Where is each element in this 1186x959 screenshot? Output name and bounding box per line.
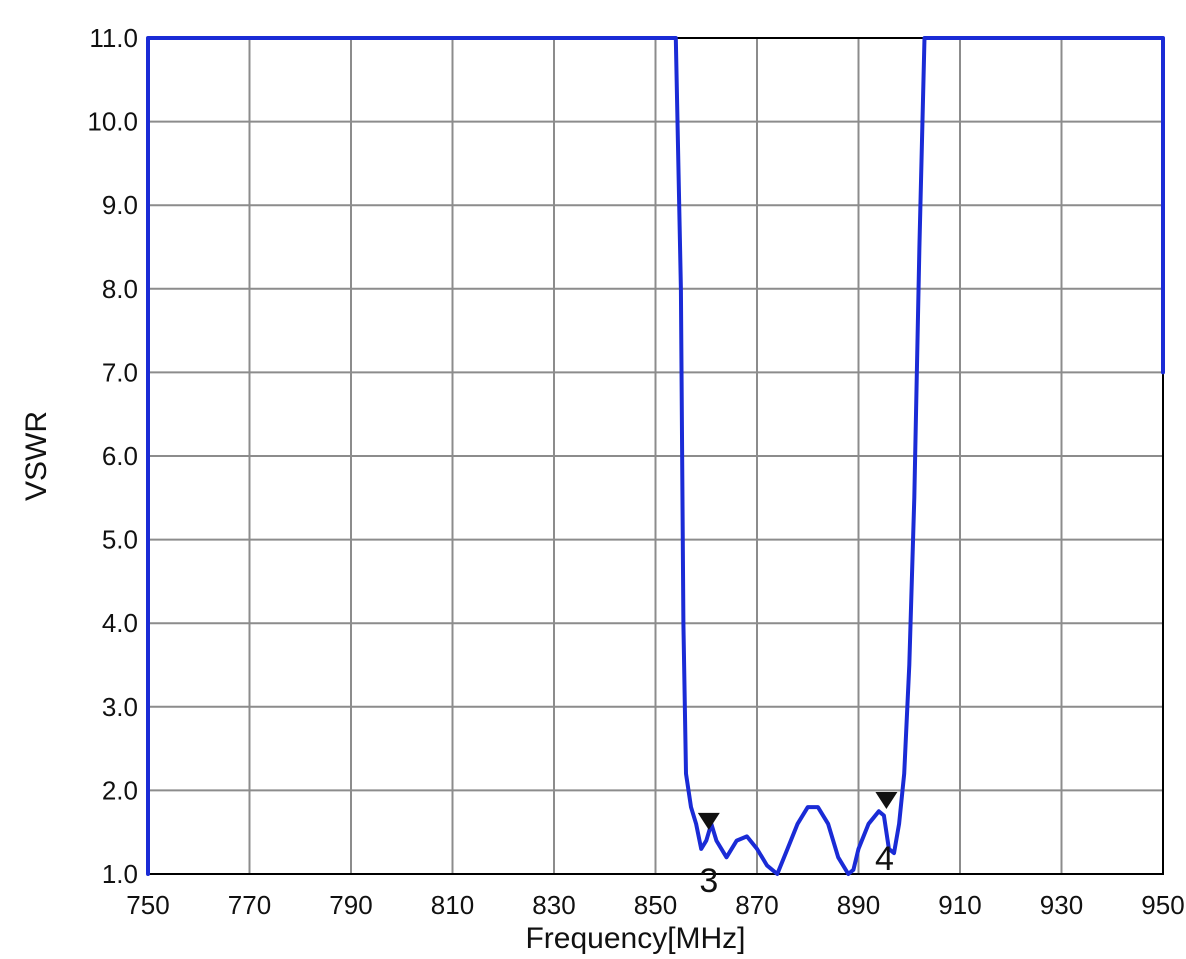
x-axis-title: Frequency[MHz] xyxy=(525,922,745,955)
y-tick-label: 10.0 xyxy=(87,107,138,137)
x-tick-label: 750 xyxy=(126,890,169,920)
y-axis-title: VSWR xyxy=(20,411,53,501)
x-tick-label: 890 xyxy=(837,890,880,920)
x-tick-label: 850 xyxy=(634,890,677,920)
marker-triangle xyxy=(697,812,720,830)
grid-lines xyxy=(147,37,1164,875)
x-tick-label: 810 xyxy=(431,890,474,920)
x-tick-label: 910 xyxy=(938,890,981,920)
x-tick-label: 930 xyxy=(1040,890,1083,920)
y-tick-label: 9.0 xyxy=(102,190,138,220)
x-tick-label: 790 xyxy=(329,890,372,920)
y-tick-label: 6.0 xyxy=(102,441,138,471)
x-tick-label: 770 xyxy=(228,890,271,920)
y-tick-label: 5.0 xyxy=(102,525,138,555)
marker-triangle xyxy=(875,791,898,809)
marker-label: 3 xyxy=(699,862,718,900)
x-tick-label: 830 xyxy=(532,890,575,920)
x-tick-label: 870 xyxy=(735,890,778,920)
marker-layer: 34 xyxy=(697,791,898,900)
x-tick-labels: 750 770 790 810 830 850 870 890 910 930 950 xyxy=(126,890,1184,920)
marker-4: 4 xyxy=(875,791,898,878)
marker-label: 4 xyxy=(875,840,894,878)
y-tick-label: 2.0 xyxy=(102,775,138,805)
y-tick-label: 4.0 xyxy=(102,608,138,638)
y-tick-label: 8.0 xyxy=(102,274,138,304)
y-tick-labels: 1.0 2.0 3.0 4.0 5.0 6.0 7.0 8.0 9.0 10.0 11.0 xyxy=(87,23,138,889)
series-layer xyxy=(146,36,1165,876)
y-tick-label: 1.0 xyxy=(102,859,138,889)
vswr-series-line xyxy=(146,36,1165,876)
y-tick-label: 3.0 xyxy=(102,692,138,722)
x-tick-label: 950 xyxy=(1141,890,1184,920)
y-tick-label: 7.0 xyxy=(102,357,138,387)
y-tick-label: 11.0 xyxy=(89,23,138,53)
marker-3: 3 xyxy=(697,812,720,900)
